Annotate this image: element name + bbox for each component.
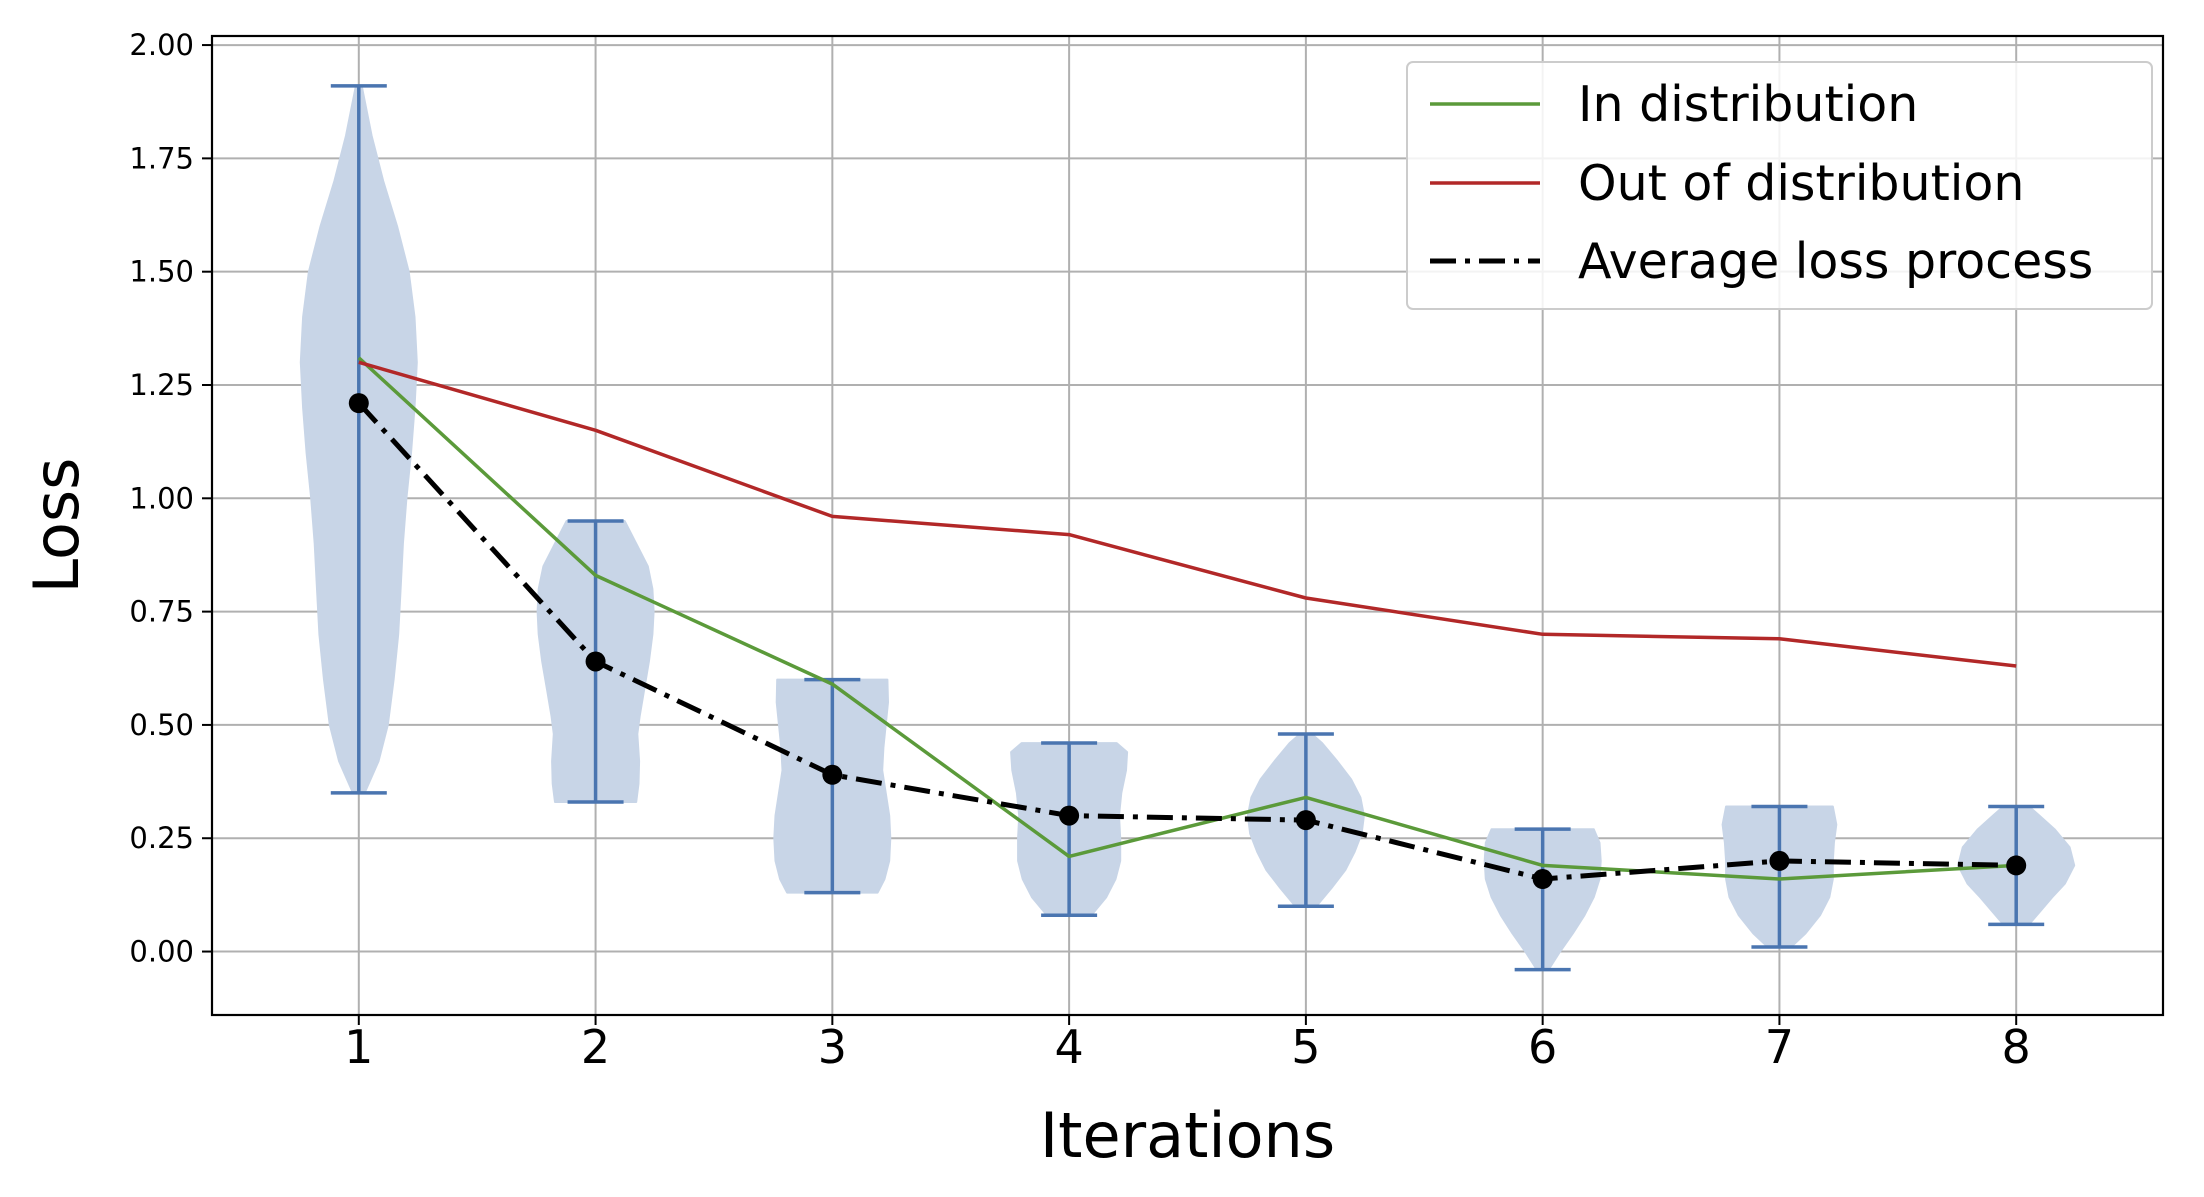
x-tick-label: 4 <box>1054 1020 1083 1074</box>
y-tick-label: 0.75 <box>129 595 194 629</box>
x-axis-label: Iterations <box>1040 1099 1335 1172</box>
x-tick-label: 2 <box>581 1020 610 1074</box>
series-marker <box>822 764 843 785</box>
series-line <box>358 360 2017 668</box>
y-tick-label: 1.00 <box>129 481 194 515</box>
series-line <box>356 401 2017 882</box>
x-tick-label: 3 <box>818 1020 847 1074</box>
y-tick-label: 1.25 <box>129 368 194 402</box>
y-tick-label: 2.00 <box>129 28 194 62</box>
x-tick-label: 6 <box>1528 1020 1557 1074</box>
x-tick-label: 5 <box>1291 1020 1320 1074</box>
y-tick-label: 0.50 <box>129 708 194 742</box>
x-tick-label: 7 <box>1765 1020 1794 1074</box>
plot-frame <box>210 34 2165 1017</box>
series-marker <box>1295 810 1316 831</box>
series-marker <box>1532 869 1553 890</box>
legend-label: Out of distribution <box>1578 155 2024 212</box>
y-tick-label: 0.00 <box>129 935 194 969</box>
series-lines <box>348 356 2027 890</box>
legend: In distribution Out of distribution Averag… <box>1406 61 2153 310</box>
series-marker <box>2006 855 2027 876</box>
y-tick-label: 0.25 <box>129 821 194 855</box>
series-marker <box>1059 805 1080 826</box>
y-axis-label: Loss <box>20 458 93 594</box>
x-tick-label: 1 <box>344 1020 373 1074</box>
series-marker <box>1769 850 1790 871</box>
legend-box <box>1406 61 2153 310</box>
y-tick-label: 1.50 <box>129 255 194 289</box>
legend-label: Average loss process <box>1578 233 2093 290</box>
series-marker <box>585 651 606 672</box>
series-line <box>357 356 2017 881</box>
series-marker <box>348 393 369 414</box>
x-tick-label: 8 <box>2002 1020 2031 1074</box>
axis-ticks: 1 2 3 4 5 6 7 8 0.00 0.25 0.50 0.75 1.00 1.25 1.50 1.75… <box>129 28 2030 1074</box>
legend-label: In distribution <box>1578 76 1918 133</box>
y-tick-label: 1.75 <box>129 141 194 175</box>
